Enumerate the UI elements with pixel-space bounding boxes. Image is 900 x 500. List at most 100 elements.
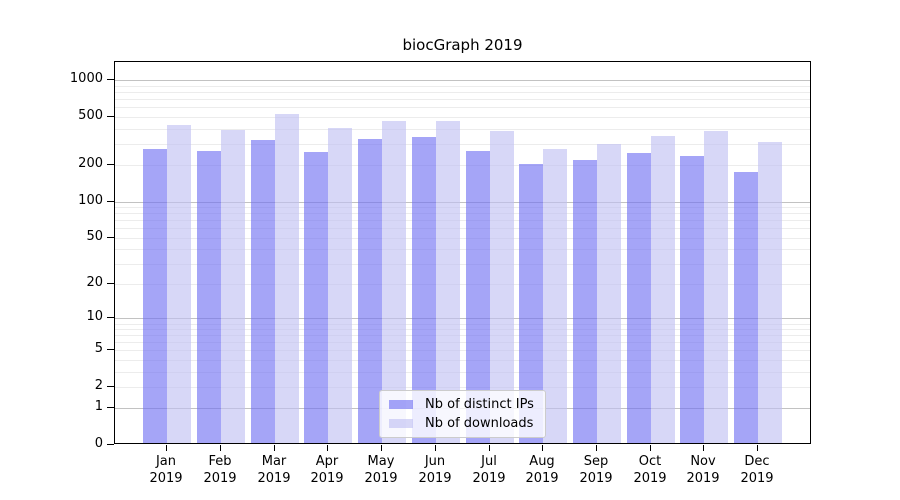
x-tick-label-year: 2019 bbox=[633, 471, 667, 486]
plot-area bbox=[114, 61, 811, 444]
y-tick-label-2: 2 bbox=[94, 378, 103, 393]
x-tick-label-month: Aug bbox=[529, 454, 555, 469]
x-tick-label-month: Sep bbox=[583, 454, 609, 469]
x-tick-label-month: Jan bbox=[155, 454, 177, 469]
x-tick-label-month: Nov bbox=[690, 454, 716, 469]
distinct-ips-swatch-icon bbox=[389, 400, 413, 410]
x-tick-label-year: 2019 bbox=[686, 471, 720, 486]
x-tick-label-dec: Dec 2019 bbox=[725, 453, 789, 487]
major-gridline bbox=[115, 318, 810, 319]
minor-gridline bbox=[115, 324, 810, 325]
y-tick-label-5: 5 bbox=[94, 341, 103, 356]
bar-downloads-may bbox=[382, 121, 406, 443]
y-tick-500 bbox=[107, 116, 114, 117]
x-tick-label-apr: Apr 2019 bbox=[295, 453, 359, 487]
x-tick-label-year: 2019 bbox=[310, 471, 344, 486]
x-tick-label-year: 2019 bbox=[579, 471, 613, 486]
bar-distinct-ips-jan bbox=[143, 149, 167, 443]
minor-gridline bbox=[115, 220, 810, 221]
x-tick-label-year: 2019 bbox=[472, 471, 506, 486]
legend-label: Nb of distinct IPs bbox=[425, 397, 534, 413]
x-tick-label-year: 2019 bbox=[257, 471, 291, 486]
x-tick-feb bbox=[220, 445, 221, 451]
minor-gridline bbox=[115, 99, 810, 100]
x-tick-label-year: 2019 bbox=[203, 471, 237, 486]
bar-distinct-ips-oct bbox=[627, 153, 651, 443]
bar-distinct-ips-feb bbox=[197, 151, 221, 443]
minor-gridline bbox=[115, 165, 810, 166]
minor-gridline bbox=[115, 86, 810, 87]
bar-distinct-ips-dec bbox=[734, 172, 758, 443]
x-tick-label-oct: Oct 2019 bbox=[618, 453, 682, 487]
major-gridline bbox=[115, 202, 810, 203]
x-tick-label-sep: Sep 2019 bbox=[564, 453, 628, 487]
y-tick-10 bbox=[107, 317, 114, 318]
y-tick-label-200: 200 bbox=[78, 156, 103, 171]
x-tick-label-jan: Jan 2019 bbox=[134, 453, 198, 487]
bar-downloads-mar bbox=[275, 114, 299, 443]
x-tick-label-month: Jul bbox=[481, 454, 497, 469]
x-tick-sep bbox=[596, 445, 597, 451]
y-tick-100 bbox=[107, 201, 114, 202]
bar-downloads-feb bbox=[221, 130, 245, 443]
minor-gridline bbox=[115, 335, 810, 336]
x-tick-label-month: May bbox=[367, 454, 395, 469]
minor-gridline bbox=[115, 350, 810, 351]
bar-downloads-oct bbox=[651, 136, 675, 443]
x-tick-label-feb: Feb 2019 bbox=[188, 453, 252, 487]
downloads-swatch-icon bbox=[389, 418, 413, 428]
bar-downloads-sep bbox=[597, 144, 621, 443]
x-tick-jul bbox=[489, 445, 490, 451]
y-tick-label-10: 10 bbox=[86, 309, 103, 324]
bar-downloads-jun bbox=[436, 121, 460, 443]
minor-gridline bbox=[115, 284, 810, 285]
minor-gridline bbox=[115, 129, 810, 130]
bar-downloads-aug bbox=[543, 149, 567, 443]
minor-gridline bbox=[115, 117, 810, 118]
x-tick-label-month: Oct bbox=[638, 454, 662, 469]
x-tick-label-aug: Aug 2019 bbox=[510, 453, 574, 487]
x-tick-label-jun: Jun 2019 bbox=[403, 453, 467, 487]
minor-gridline bbox=[115, 207, 810, 208]
x-tick-nov bbox=[703, 445, 704, 451]
minor-gridline bbox=[115, 228, 810, 229]
x-tick-label-year: 2019 bbox=[525, 471, 559, 486]
y-tick-label-100: 100 bbox=[78, 193, 103, 208]
x-tick-label-nov: Nov 2019 bbox=[671, 453, 735, 487]
bar-downloads-nov bbox=[704, 131, 728, 443]
minor-gridline bbox=[115, 264, 810, 265]
x-tick-jun bbox=[435, 445, 436, 451]
bar-distinct-ips-may bbox=[358, 139, 382, 443]
x-tick-label-may: May 2019 bbox=[349, 453, 413, 487]
bar-downloads-dec bbox=[758, 142, 782, 443]
major-gridline bbox=[115, 80, 810, 81]
bar-downloads-apr bbox=[328, 128, 352, 443]
y-tick-label-500: 500 bbox=[78, 108, 103, 123]
bar-distinct-ips-nov bbox=[680, 156, 704, 443]
x-tick-label-month: Feb bbox=[208, 454, 232, 469]
minor-gridline bbox=[115, 213, 810, 214]
minor-gridline bbox=[115, 92, 810, 93]
x-tick-aug bbox=[542, 445, 543, 451]
x-tick-label-year: 2019 bbox=[418, 471, 452, 486]
x-tick-label-mar: Mar 2019 bbox=[242, 453, 306, 487]
minor-gridline bbox=[115, 238, 810, 239]
minor-gridline bbox=[115, 360, 810, 361]
y-tick-2 bbox=[107, 386, 114, 387]
legend-row: Nb of downloads bbox=[389, 416, 536, 431]
x-tick-label-month: Jun bbox=[424, 454, 446, 469]
x-tick-label-year: 2019 bbox=[149, 471, 183, 486]
x-tick-label-month: Dec bbox=[744, 454, 770, 469]
legend-label: Nb of downloads bbox=[425, 415, 534, 431]
y-tick-50 bbox=[107, 237, 114, 238]
bar-distinct-ips-apr bbox=[304, 152, 328, 443]
legend: Nb of distinct IPs Nb of downloads bbox=[379, 390, 546, 438]
minor-gridline bbox=[115, 107, 810, 108]
y-tick-label-50: 50 bbox=[86, 229, 103, 244]
bar-distinct-ips-mar bbox=[251, 140, 275, 443]
minor-gridline bbox=[115, 372, 810, 373]
legend-row: Nb of distinct IPs bbox=[389, 397, 536, 412]
x-tick-label-jul: Jul 2019 bbox=[457, 453, 521, 487]
minor-gridline bbox=[115, 144, 810, 145]
